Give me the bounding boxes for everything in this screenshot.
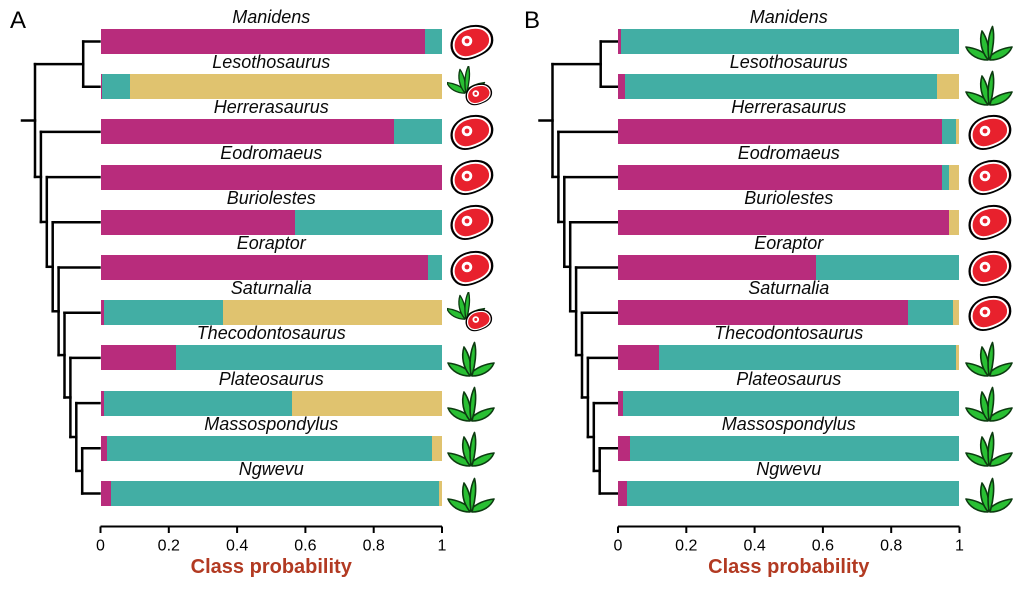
x-axis: 0 0.2 0.4 0.6 0.8 1	[614, 525, 964, 555]
x-axis-tick-label: 0.8	[880, 538, 902, 555]
x-axis-tick-label: 0.4	[226, 538, 248, 555]
panel-label-b: B	[524, 7, 541, 34]
x-axis-tick-label: 0.2	[158, 538, 180, 555]
x-axis-tick-label: 0.6	[812, 538, 834, 555]
x-axis-title-b: Class probability	[708, 556, 870, 578]
x-axis-tick-label: 0.2	[675, 538, 697, 555]
x-axis-tick-label: 0.6	[294, 538, 316, 555]
panel-label-a: A	[10, 7, 27, 34]
x-axis-tick-label: 0.4	[743, 538, 765, 555]
x-axis: 0 0.2 0.4 0.6 0.8 1	[96, 525, 447, 555]
x-axis-tick-label: 0	[614, 538, 623, 555]
x-axis-tick-label: 0.8	[363, 538, 385, 555]
x-axis-title-a: Class probability	[190, 556, 352, 578]
x-axis-tick-label: 1	[438, 538, 447, 555]
x-axis-tick-label: 1	[955, 538, 964, 555]
x-axis-tick-label: 0	[96, 538, 105, 555]
